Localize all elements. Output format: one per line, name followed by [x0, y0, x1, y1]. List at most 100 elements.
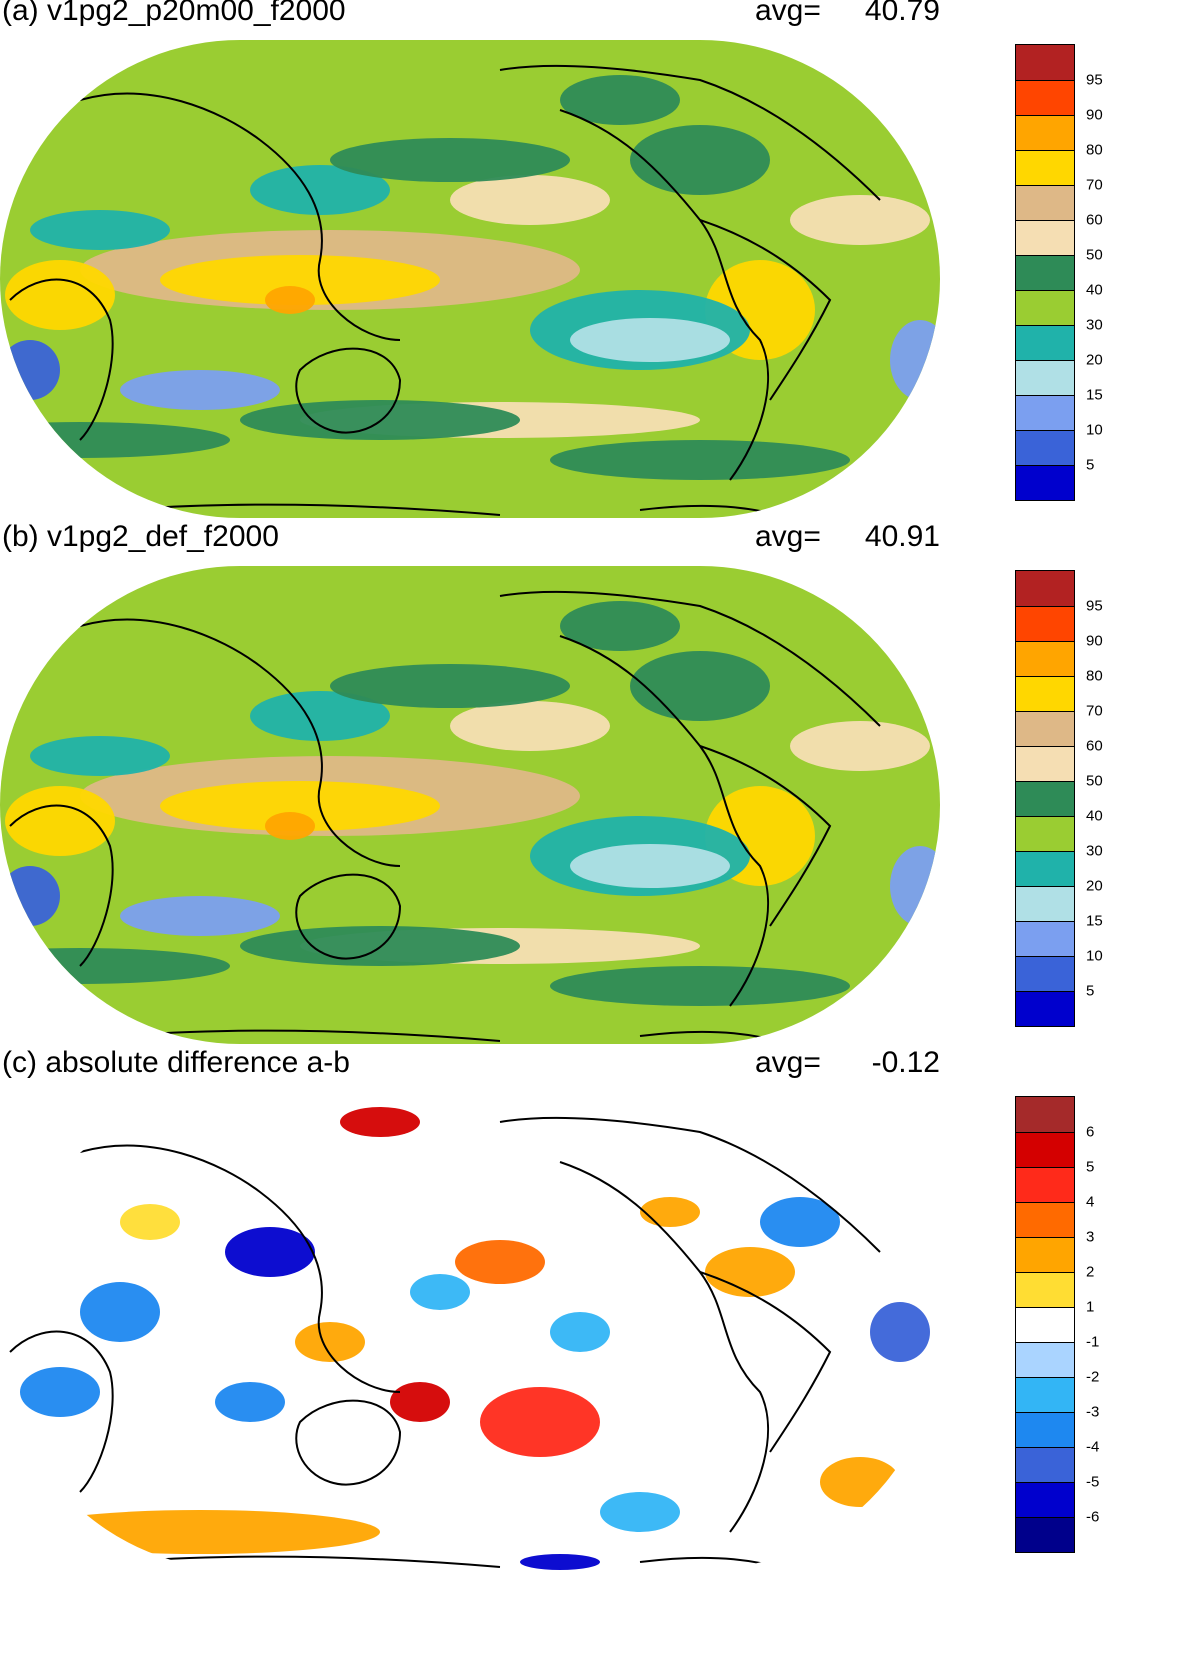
world-map	[0, 566, 940, 1044]
colorbar-tick-label: -5	[1086, 1473, 1100, 1491]
map-field-region	[550, 440, 850, 480]
colorbar-tick-label: 3	[1086, 1228, 1095, 1246]
colorbar-tick-label: 20	[1086, 877, 1103, 895]
coastline	[9, 804, 114, 967]
colorbar-bin	[1016, 1097, 1074, 1132]
map-field-region	[265, 812, 315, 840]
coastline	[559, 635, 769, 1007]
map-field-region	[215, 1382, 285, 1422]
colorbar-box	[1015, 570, 1075, 1027]
colorbar-bin	[1016, 220, 1074, 255]
map-field-region	[480, 1387, 600, 1457]
map-field-region	[390, 1382, 450, 1422]
map-field-region	[330, 664, 570, 708]
map-field-region	[340, 1107, 420, 1137]
map-field-region	[550, 966, 850, 1006]
map-field-region	[600, 1492, 680, 1532]
colorbar-bin	[1016, 1132, 1074, 1167]
map-field-region	[120, 370, 280, 410]
panel-title: (b) v1pg2_def_f2000	[2, 520, 279, 553]
colorbar-bin	[1016, 1412, 1074, 1447]
map-field-region	[820, 1457, 900, 1507]
map-field-region	[450, 175, 610, 225]
average-value: -0.12	[871, 1046, 940, 1079]
coastline	[295, 347, 402, 434]
average-label: avg=	[755, 0, 821, 27]
colorbar-bin	[1016, 185, 1074, 220]
coastline	[79, 1144, 401, 1393]
map-field-region	[790, 721, 930, 771]
colorbar-tick-label: -4	[1086, 1438, 1100, 1456]
coastline	[79, 618, 401, 867]
map-field-region	[0, 340, 60, 400]
map-field-region	[570, 318, 730, 362]
coastline	[9, 278, 114, 441]
colorbar-bin	[1016, 816, 1074, 851]
colorbar-tick-label: 15	[1086, 386, 1103, 404]
colorbar-bin	[1016, 886, 1074, 921]
colorbar-tick-label: 5	[1086, 982, 1095, 1000]
colorbar-bin	[1016, 606, 1074, 641]
map-field-region	[80, 1282, 160, 1342]
colorbar-bin	[1016, 1272, 1074, 1307]
colorbar-bin	[1016, 395, 1074, 430]
coastline	[499, 590, 881, 727]
colorbar-bin	[1016, 921, 1074, 956]
colorbar-bin	[1016, 1342, 1074, 1377]
colorbar-tick-label: 80	[1086, 667, 1103, 685]
colorbar-tick-label: 30	[1086, 842, 1103, 860]
map-field-region	[870, 1302, 930, 1362]
coastline	[559, 1161, 769, 1533]
colorbar-tick-label: 95	[1086, 597, 1103, 615]
colorbar-bin	[1016, 150, 1074, 185]
colorbar-tick-label: 2	[1086, 1263, 1095, 1281]
map-field-region	[30, 736, 170, 776]
colorbar-tick-label: 90	[1086, 632, 1103, 650]
map-field-region	[560, 75, 680, 125]
colorbar-bin	[1016, 45, 1074, 80]
colorbar-tick-label: 95	[1086, 71, 1103, 89]
map-field-region	[295, 1322, 365, 1362]
colorbar-tick-label: 40	[1086, 281, 1103, 299]
coastline	[9, 1330, 114, 1493]
map-field-region	[630, 651, 770, 721]
map-field-region	[630, 125, 770, 195]
colorbar-tick-label: 50	[1086, 772, 1103, 790]
world-map	[0, 40, 940, 518]
map-field-region	[520, 1554, 600, 1570]
colorbar-bin	[1016, 711, 1074, 746]
map-field-region	[120, 896, 280, 936]
colorbar-bin	[1016, 430, 1074, 465]
coastline	[699, 1271, 832, 1453]
colorbar-box	[1015, 44, 1075, 501]
colorbar-tick-label: 10	[1086, 947, 1103, 965]
map-field-region	[20, 1367, 100, 1417]
map-field-region	[160, 781, 440, 831]
colorbar-tick-label: 15	[1086, 912, 1103, 930]
coastline	[295, 873, 402, 960]
colorbar-bin	[1016, 676, 1074, 711]
colorbar-bin	[1016, 290, 1074, 325]
colorbar-bin	[1016, 325, 1074, 360]
average-label: avg=	[755, 1046, 821, 1079]
colorbar-tick-label: 20	[1086, 351, 1103, 369]
map-field-region	[5, 260, 115, 330]
colorbar-tick-label: -1	[1086, 1333, 1100, 1351]
colorbar-tick-label: 90	[1086, 106, 1103, 124]
colorbar-tick-label: 4	[1086, 1193, 1095, 1211]
coastline	[499, 1116, 881, 1253]
map-field-region	[705, 1247, 795, 1297]
coastline	[559, 109, 769, 481]
map-field-region	[20, 1510, 380, 1554]
map-field-region	[330, 138, 570, 182]
colorbar-bin	[1016, 115, 1074, 150]
colorbar-bin	[1016, 1237, 1074, 1272]
average-value: 40.91	[864, 520, 940, 553]
map-field-region	[0, 866, 60, 926]
colorbar-tick-label: 50	[1086, 246, 1103, 264]
colorbar-bin	[1016, 1482, 1074, 1517]
colorbar-tick-label: 60	[1086, 737, 1103, 755]
coastline	[699, 745, 832, 927]
coastline	[295, 1399, 402, 1486]
colorbar-tick-label: 60	[1086, 211, 1103, 229]
